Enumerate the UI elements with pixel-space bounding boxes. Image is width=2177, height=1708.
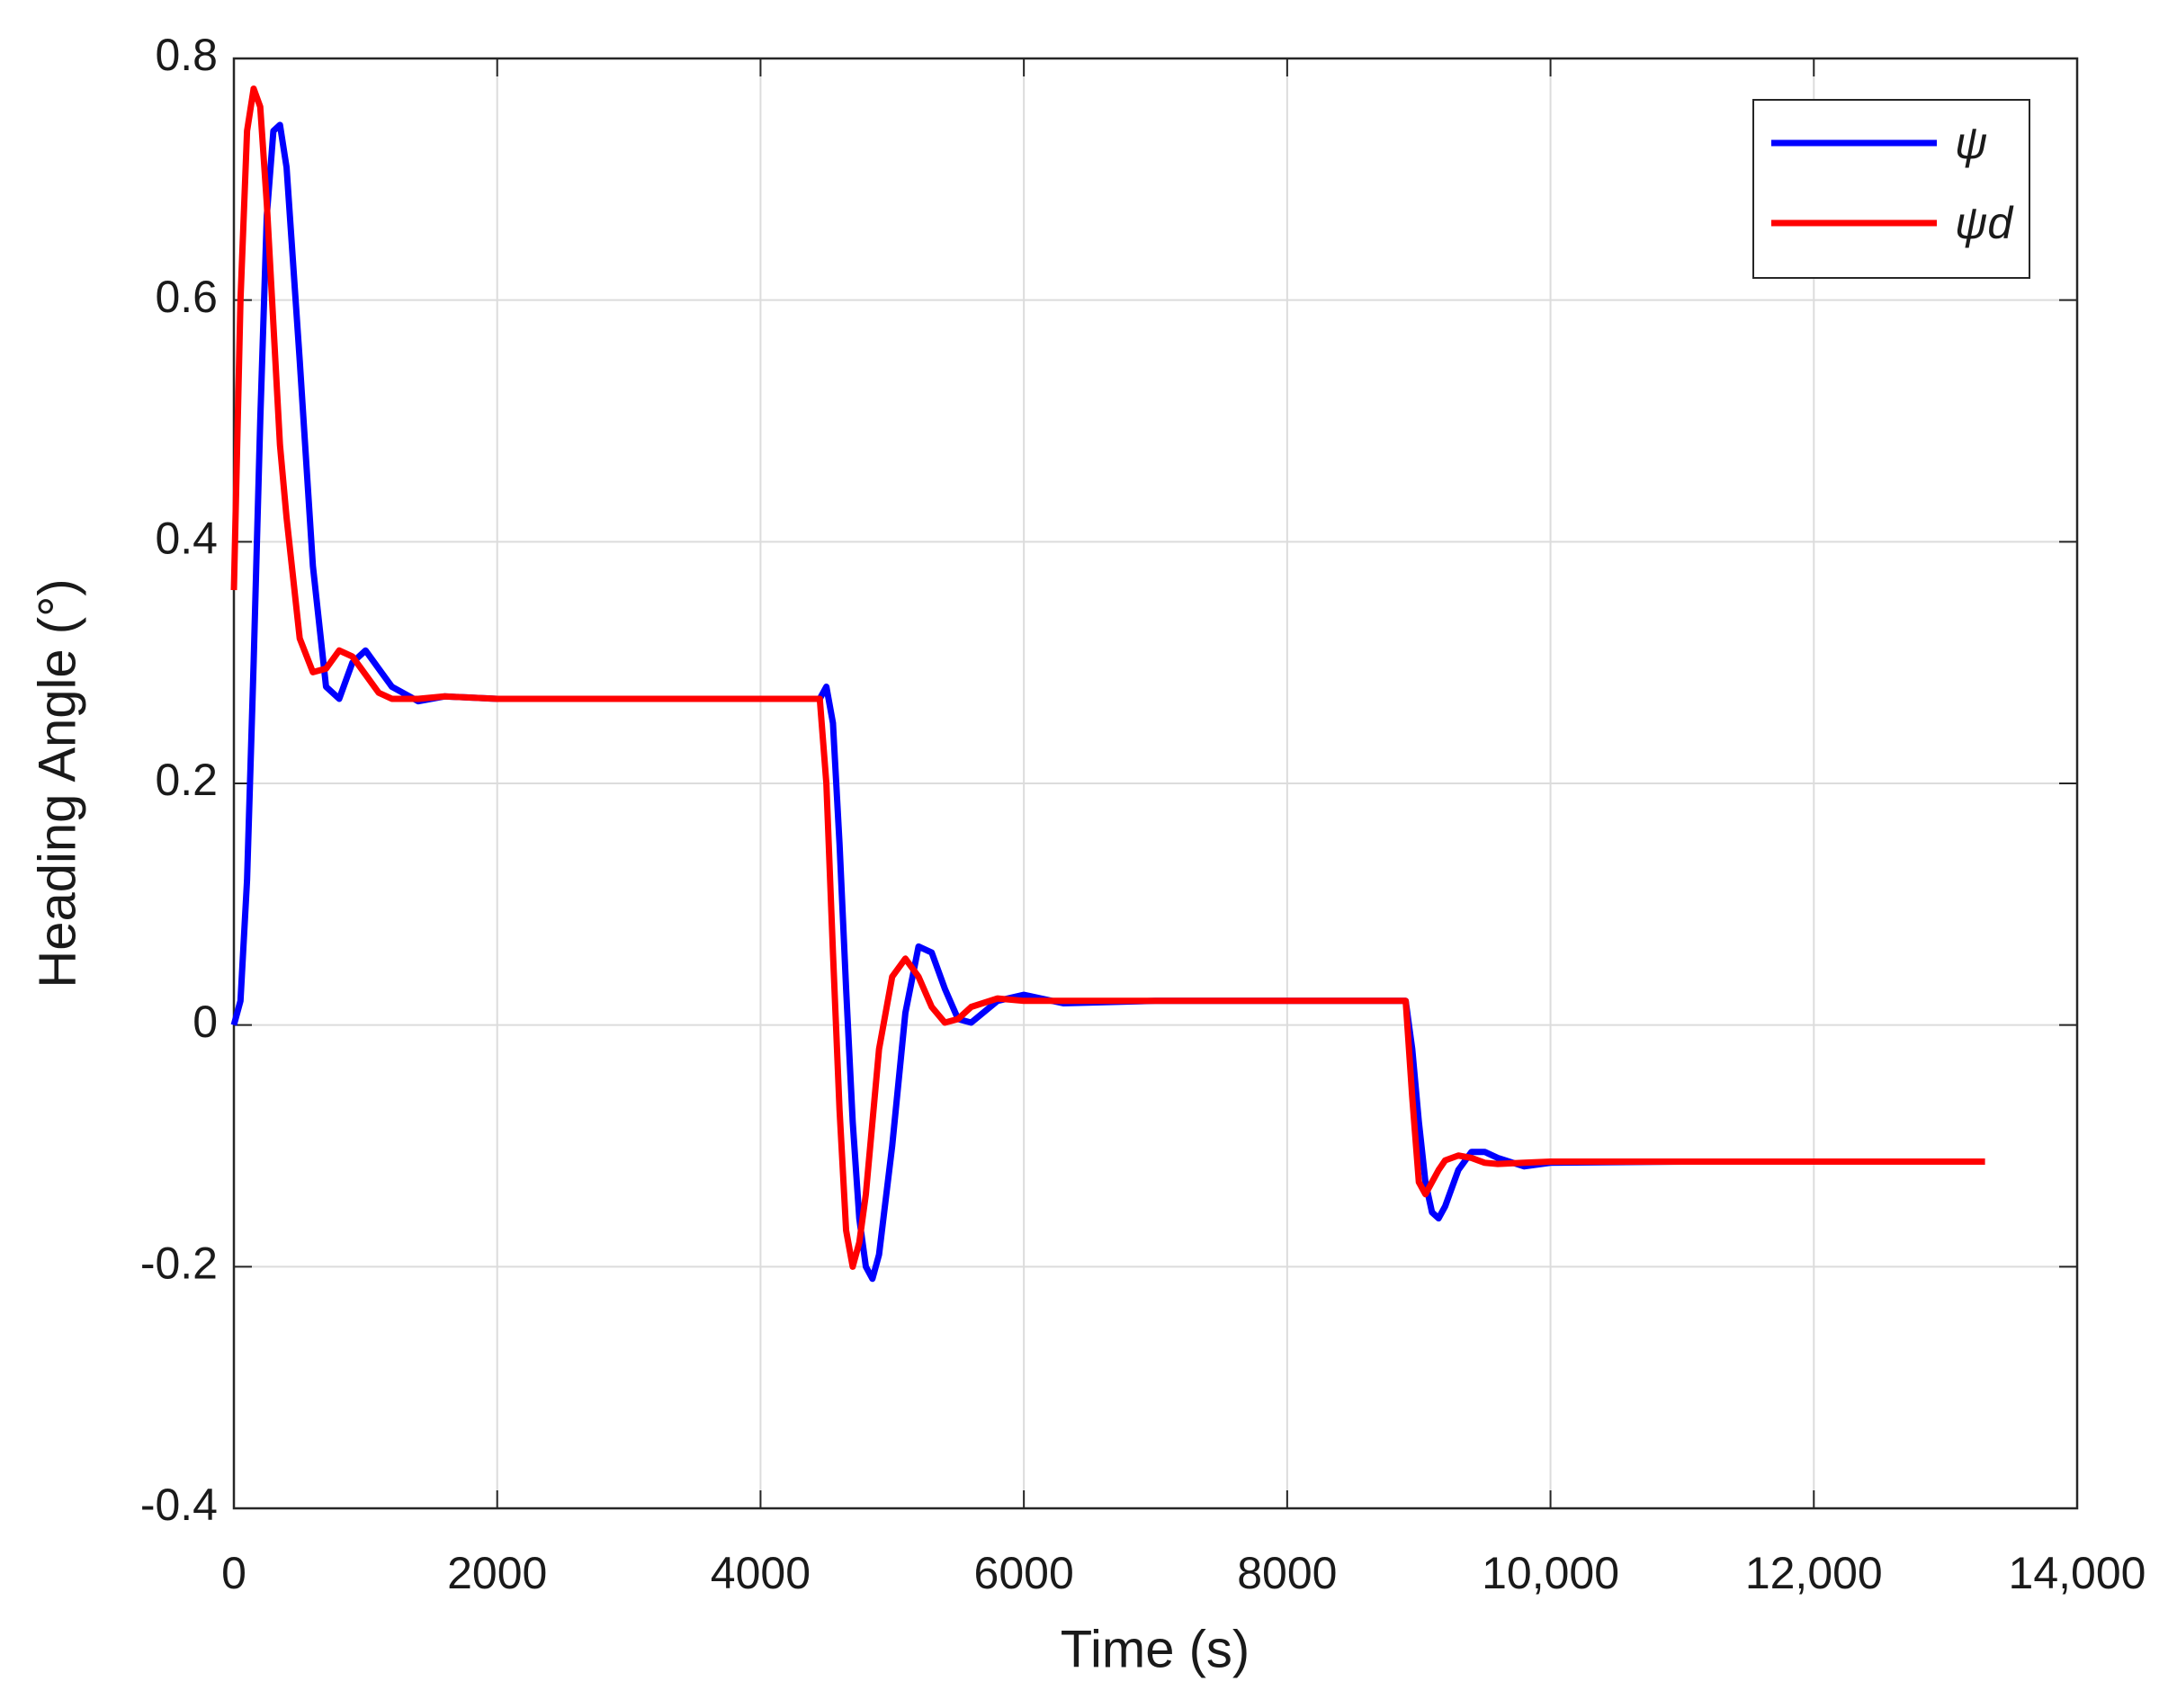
x-tick-label: 12,000: [1745, 1548, 1883, 1598]
x-tick-label: 8000: [1237, 1548, 1337, 1598]
x-tick-label: 10,000: [1482, 1548, 1619, 1598]
x-tick-label: 6000: [974, 1548, 1074, 1598]
legend-label: ψd: [1955, 198, 2014, 248]
y-tick-label: 0: [193, 997, 218, 1047]
x-tick-label: 14,000: [2009, 1548, 2146, 1598]
x-tick-label: 4000: [711, 1548, 811, 1598]
y-tick-label: 0.2: [155, 755, 218, 805]
y-tick-label: -0.4: [140, 1480, 218, 1530]
data-line: [230, 85, 1985, 1270]
y-tick-label: 0.4: [155, 514, 218, 564]
y-tick-label: -0.2: [140, 1239, 218, 1289]
legend-box: [1752, 99, 2030, 279]
y-tick-label: 0.8: [155, 30, 218, 80]
axes-box: [232, 57, 2079, 1510]
legend-label: ψ: [1955, 118, 1987, 168]
x-tick-label: 0: [221, 1548, 246, 1598]
y-tick-label: 0.6: [155, 272, 218, 322]
data-line: [230, 121, 1985, 1283]
x-tick-label: 2000: [447, 1548, 547, 1598]
x-axis-label: Time (s): [1061, 1620, 1250, 1678]
y-axis-label: Heading Angle (°): [28, 578, 86, 988]
